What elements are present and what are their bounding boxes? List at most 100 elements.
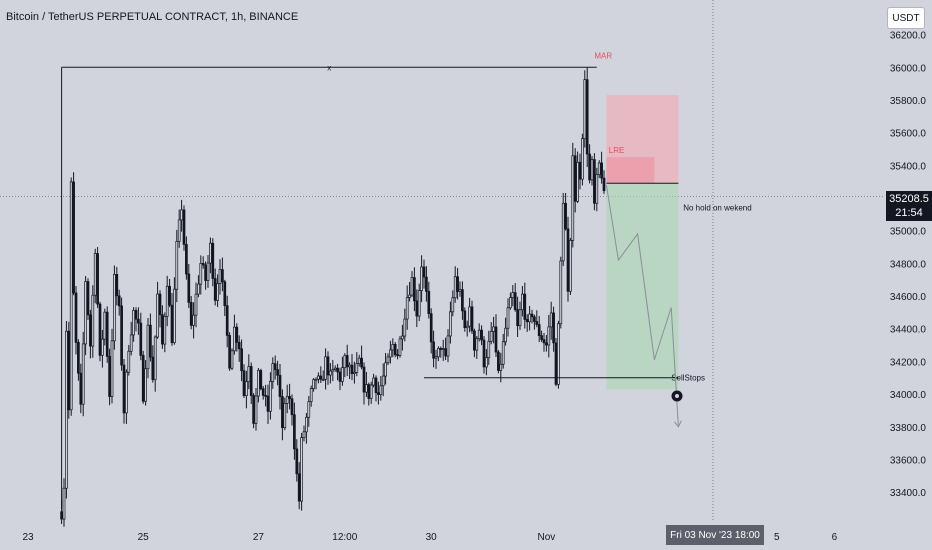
candle bbox=[209, 237, 212, 274]
candle bbox=[410, 271, 414, 298]
candle-body bbox=[125, 371, 128, 414]
candle bbox=[317, 372, 320, 384]
candle bbox=[602, 170, 606, 194]
candle-body bbox=[288, 396, 291, 400]
candle-body bbox=[432, 341, 435, 359]
candle bbox=[180, 199, 183, 232]
candle-body bbox=[530, 313, 534, 318]
candle-body bbox=[199, 263, 203, 285]
candle-body bbox=[437, 348, 440, 358]
candle-body bbox=[549, 312, 553, 328]
candle bbox=[74, 285, 78, 355]
candle bbox=[132, 307, 135, 342]
candle-body bbox=[389, 349, 392, 358]
candle bbox=[545, 335, 548, 352]
candle-body bbox=[542, 339, 546, 344]
candle bbox=[312, 378, 315, 392]
candle-body bbox=[516, 309, 519, 327]
candle-body bbox=[360, 357, 363, 368]
candle-body bbox=[79, 372, 83, 405]
candle-body bbox=[74, 292, 78, 343]
y-tick-label: 34600.0 bbox=[890, 292, 927, 303]
candle-body bbox=[569, 239, 572, 292]
candle-body bbox=[103, 311, 107, 340]
candle bbox=[144, 360, 147, 406]
candle-body bbox=[573, 155, 577, 202]
candle bbox=[233, 314, 236, 355]
candle bbox=[175, 229, 179, 303]
candle bbox=[309, 385, 313, 407]
candle-body bbox=[521, 293, 524, 311]
candle bbox=[345, 344, 349, 377]
candle-body bbox=[557, 323, 560, 385]
candle bbox=[434, 349, 438, 369]
candle bbox=[569, 237, 572, 295]
candle-body bbox=[415, 300, 419, 317]
candle-body bbox=[501, 341, 505, 365]
annotation-no-hold-on-wekend: No hold on wekend bbox=[683, 203, 752, 212]
candle bbox=[590, 156, 594, 186]
candle-body bbox=[153, 336, 157, 380]
candle-body bbox=[602, 177, 606, 192]
annotation-mar: MAR bbox=[594, 51, 612, 60]
chart-title: Bitcoin / TetherUS PERPETUAL CONTRACT, 1… bbox=[6, 11, 299, 23]
x-tick-label: 25 bbox=[138, 532, 150, 543]
candle bbox=[173, 277, 176, 345]
candle-body bbox=[597, 162, 601, 175]
candle-body bbox=[578, 161, 582, 180]
candle bbox=[542, 332, 546, 352]
candle-body bbox=[362, 366, 366, 393]
candle-body bbox=[129, 334, 133, 352]
candle bbox=[290, 394, 294, 426]
candle-body bbox=[401, 335, 404, 340]
candle bbox=[451, 290, 455, 317]
candle-body bbox=[98, 303, 102, 356]
candle bbox=[377, 381, 380, 405]
candle bbox=[437, 346, 440, 362]
candle bbox=[453, 266, 457, 303]
candle-body bbox=[355, 363, 359, 373]
candle-body bbox=[225, 305, 229, 336]
annotation-lre: LRE bbox=[609, 146, 625, 155]
candle bbox=[249, 362, 253, 405]
y-tick-label: 36200.0 bbox=[890, 31, 927, 42]
candle bbox=[302, 425, 306, 442]
candle-body bbox=[146, 324, 150, 370]
candle-body bbox=[204, 264, 207, 281]
candle bbox=[509, 292, 512, 310]
candle bbox=[213, 268, 217, 306]
candle-body bbox=[278, 374, 282, 397]
candle bbox=[137, 307, 140, 335]
y-tick-label: 33400.0 bbox=[890, 488, 927, 499]
candle bbox=[552, 306, 555, 352]
candle-body bbox=[492, 326, 495, 332]
candle-body bbox=[417, 290, 421, 317]
y-tick-label: 35000.0 bbox=[890, 227, 927, 238]
candle-body bbox=[276, 369, 279, 376]
currency-button[interactable]: USDT bbox=[887, 7, 925, 29]
candle bbox=[278, 364, 282, 410]
candle-body bbox=[93, 253, 97, 296]
candle-body bbox=[331, 369, 335, 372]
candle bbox=[89, 309, 92, 359]
candle-body bbox=[319, 375, 323, 380]
candle bbox=[194, 282, 198, 328]
candle-body bbox=[233, 326, 236, 352]
candle bbox=[497, 349, 500, 374]
candle bbox=[300, 432, 303, 511]
candle-body bbox=[511, 292, 515, 298]
candle-body bbox=[441, 348, 445, 350]
candle bbox=[105, 306, 109, 363]
candle bbox=[108, 348, 111, 406]
x-tick-label: 23 bbox=[22, 532, 34, 543]
candle-body bbox=[566, 228, 570, 292]
candle bbox=[581, 133, 584, 186]
candle-body bbox=[369, 384, 373, 399]
candle-body bbox=[535, 321, 539, 325]
candle-body bbox=[173, 288, 176, 343]
candle-body bbox=[475, 338, 479, 351]
candle bbox=[362, 362, 366, 405]
candle bbox=[549, 301, 553, 340]
y-tick-label: 35800.0 bbox=[890, 96, 927, 107]
